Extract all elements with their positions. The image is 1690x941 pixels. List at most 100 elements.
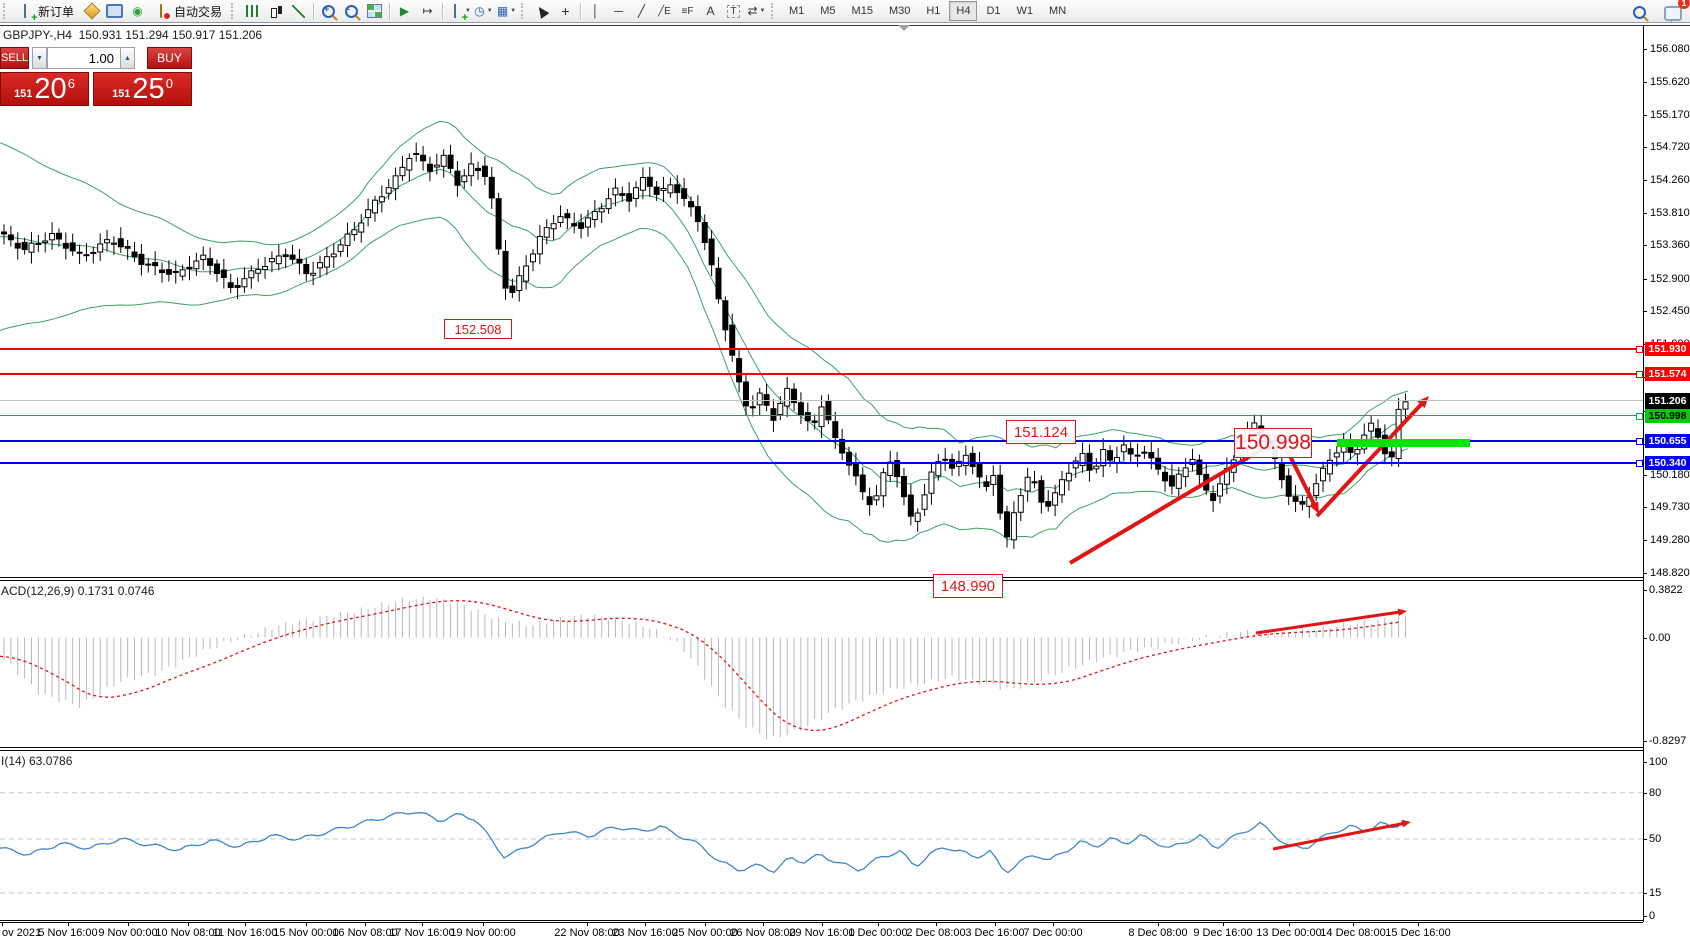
macd-signal-line [0,600,1401,732]
zoom-in-icon: + [322,4,336,18]
search-button[interactable] [1629,2,1650,22]
lime-highlight-bar[interactable] [1337,439,1470,447]
timeframe-button-M15[interactable]: M15 [851,5,873,17]
periods-button[interactable]: ◷ ▼ [473,1,494,21]
price-annotation-151.124[interactable]: 151.124 [1006,420,1076,444]
timeframe-button-M30[interactable]: M30 [888,5,911,17]
price-tag-151.930: 151.930 [1645,342,1690,356]
buy-price-box[interactable]: 151 25 0 [93,72,192,106]
zoom-in-button[interactable]: + [318,1,339,21]
toolbar-grip[interactable] [520,3,527,19]
cursor-tool-button[interactable] [532,1,553,21]
fibonacci-tool-button[interactable]: ≡F [677,1,698,21]
vertical-line-tool-button[interactable]: │ [585,1,606,21]
horizontal-line-tool-button[interactable]: ─ [608,1,629,21]
chart-canvas[interactable] [0,24,1643,924]
bear-candle [619,193,626,196]
pane-divider[interactable] [0,580,1643,581]
bull-candle [337,244,344,253]
price-annotation-148.990[interactable]: 148.990 [933,574,1003,598]
bull-candle [639,177,646,191]
arrows-tool-button[interactable]: ⇄ ▼ [746,1,767,21]
sell-price-box[interactable]: 151 20 6 [0,72,89,106]
price-axis-line [1643,26,1644,922]
window-splitter-handle[interactable] [898,25,910,31]
volume-input[interactable] [47,47,121,69]
autotrading-button[interactable] [150,1,171,21]
price-annotation-150.998[interactable]: 150.998 [1234,428,1312,458]
notifications-button[interactable]: 1 [1662,0,1690,23]
horizontal-level-line-150.998[interactable] [0,415,1643,416]
bollinger-upper-band [0,120,1409,449]
time-axis-label: 26 Nov 08:00 [730,927,796,939]
line-chart-button[interactable] [288,1,309,21]
new-chart-button[interactable]: + ▼ [447,1,471,24]
price-axis-tick [1643,540,1647,541]
time-axis[interactable]: ov 2021 5 Nov 16:00 9 Nov 00:00 10 Nov 08:0… [0,923,1690,941]
text-tool-button[interactable]: A [700,1,721,21]
horizontal-level-line-150.655[interactable] [0,440,1643,442]
timeframe-button-W1[interactable]: W1 [1016,5,1034,17]
bull-candle [179,269,186,277]
timeframe-button-D1[interactable]: D1 [986,5,1001,17]
buy-button[interactable]: BUY [147,47,192,69]
bear-candle [674,184,681,194]
price-axis-tick [1643,573,1647,574]
signal-button[interactable]: ◉ [127,1,148,21]
horizontal-level-line-151.574[interactable] [0,373,1643,375]
sell-price-prefix: 151 [14,88,33,100]
crosshair-tool-button[interactable]: + [555,1,576,21]
new-order-button[interactable]: + [14,1,38,24]
pane-divider[interactable] [0,750,1643,751]
bar-chart-button[interactable] [242,1,263,21]
rsi-axis-label: 80 [1649,787,1662,799]
volume-decrease-button[interactable]: ▼ [32,47,47,69]
zoom-out-button[interactable]: - [341,1,362,21]
trendline-tool-button[interactable]: ╱ [631,1,652,21]
pane-divider[interactable] [0,747,1643,748]
toolbar-grip[interactable] [231,3,237,19]
autotrading-label[interactable]: 自动交易 [174,4,223,19]
bear-candle [1162,471,1169,482]
templates-button[interactable]: ▦ ▼ [496,1,517,21]
bull-candle [461,175,468,183]
vertical-line-icon: │ [591,4,600,18]
timeframe-button-H1[interactable]: H1 [926,5,941,17]
time-axis-label: ov 2021 [2,927,42,939]
volume-increase-button[interactable]: ▲ [120,47,135,69]
auto-scroll-button[interactable]: ▶ [394,1,415,21]
text-label-tool-button[interactable]: T [723,1,744,21]
bull-candle [310,272,317,276]
price-axis-tick [1643,475,1647,476]
bull-candle [358,222,365,233]
timeframe-button-H4[interactable]: H4 [949,1,978,21]
pane-divider[interactable] [0,577,1643,578]
chart-shift-button[interactable]: ↦ [417,1,438,21]
rsi-indicator-label: I(14) 63.0786 [1,754,73,768]
toolbar-grip[interactable] [770,3,777,19]
toolbar-grip[interactable] [3,3,9,19]
tile-windows-button[interactable] [364,1,385,21]
bull-candle [928,471,935,494]
timeframe-button-MN[interactable]: MN [1049,5,1067,17]
new-order-label[interactable]: 新订单 [38,4,75,19]
bear-candle [997,474,1004,514]
bull-candle [110,242,117,245]
price-annotation-152.508[interactable]: 152.508 [444,319,512,339]
bear-candle [426,163,433,172]
bear-candle [227,282,234,288]
macd-axis-label: 0.00 [1649,632,1671,644]
horizontal-level-line-150.340[interactable] [0,462,1643,464]
bear-candle [715,267,722,300]
gold-arrow-button[interactable] [81,1,102,21]
timeframe-button-M5[interactable]: M5 [820,5,836,17]
profile-button[interactable] [104,1,125,21]
bull-candle [667,184,674,194]
horizontal-level-line-151.930[interactable] [0,348,1643,350]
equidistant-channel-tool-button[interactable]: ╱E [654,1,675,21]
bear-candle [846,451,853,466]
candlestick-chart-button[interactable] [265,1,286,21]
timeframe-button-M1[interactable]: M1 [788,5,805,17]
horizontal-level-line-151.206[interactable] [0,400,1643,401]
sell-button[interactable]: SELL [0,47,29,69]
